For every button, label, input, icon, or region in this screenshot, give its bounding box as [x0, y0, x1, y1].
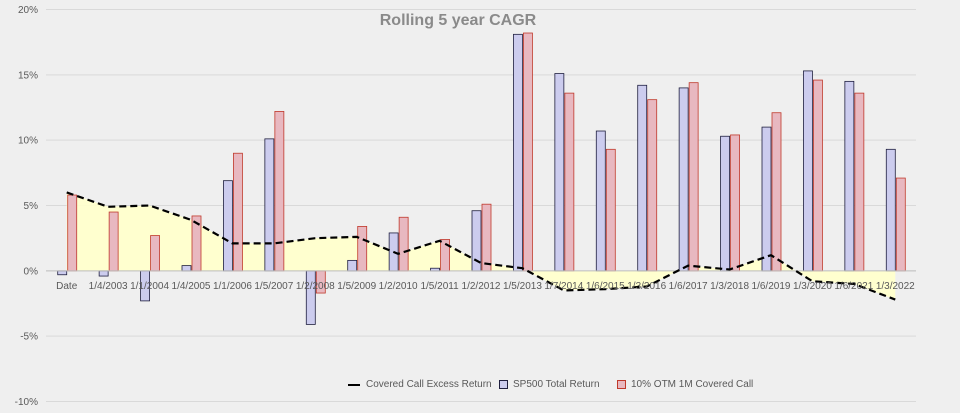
bar-covered-call	[605, 148, 616, 272]
bar-sp500	[803, 70, 813, 272]
x-tick-label: 1/3/2022	[876, 281, 915, 292]
x-tick-label: 1/5/2011	[420, 281, 459, 292]
legend-label-covered-call: 10% OTM 1M Covered Call	[631, 379, 754, 390]
x-tick-label: 1/1/2006	[213, 281, 252, 292]
legend-swatch-excess	[348, 383, 360, 386]
legend-item-covered-call[interactable]: 10% OTM 1M Covered Call	[617, 379, 753, 390]
y-tick-label: -10%	[15, 397, 38, 408]
bar-sp500	[554, 73, 565, 272]
legend-label-excess: Covered Call Excess Return	[366, 379, 492, 390]
bar-covered-call	[150, 235, 160, 272]
chart-title: Rolling 5 year CAGR	[379, 12, 537, 29]
bar-covered-call	[688, 82, 699, 272]
bar-covered-call	[357, 226, 368, 272]
bar-covered-call	[564, 92, 575, 272]
bar-sp500	[885, 148, 896, 272]
y-tick-label: 20%	[18, 5, 38, 16]
bar-covered-call	[895, 177, 906, 272]
x-tick-label: 1/4/2005	[172, 281, 211, 292]
legend: Covered Call Excess Return SP500 Total R…	[0, 379, 960, 395]
x-tick-label: 1/4/2003	[89, 281, 128, 292]
bar-sp500	[844, 80, 855, 272]
x-tick-label: 1/6/2021	[834, 281, 873, 292]
x-tick-label: 1/6/2017	[669, 281, 708, 292]
bar-covered-call	[730, 134, 740, 272]
x-tick-label: 1/5/2009	[337, 281, 376, 292]
x-tick-label: 1/3/2020	[793, 281, 832, 292]
x-tick-label: 1/5/2007	[254, 281, 293, 292]
bar-covered-call	[813, 79, 823, 272]
y-tick-label: 0%	[24, 266, 39, 277]
bar-sp500	[181, 265, 192, 272]
x-tick-label: Date	[56, 281, 78, 292]
bar-sp500	[347, 259, 358, 272]
x-tick-label: 1/3/2016	[627, 281, 666, 292]
bar-sp500	[513, 33, 523, 272]
bar-covered-call	[67, 194, 78, 272]
x-tick-label: 1/6/2015	[586, 281, 625, 292]
legend-swatch-covered-call	[617, 380, 626, 389]
y-tick-label: 10%	[18, 136, 38, 147]
x-tick-label: 1/2/2010	[379, 281, 418, 292]
bar-sp500	[305, 270, 316, 325]
legend-item-excess[interactable]: Covered Call Excess Return	[348, 379, 492, 390]
bar-sp500	[264, 138, 275, 272]
bar-covered-call	[854, 92, 865, 272]
bar-covered-call	[523, 32, 533, 272]
y-tick-label: 5%	[24, 201, 39, 212]
x-tick-label: 1/7/2014	[544, 281, 583, 292]
bar-sp500	[637, 84, 648, 272]
x-tick-label: 1/1/2004	[130, 281, 169, 292]
bar-sp500	[720, 135, 730, 272]
legend-swatch-sp500	[499, 380, 508, 389]
x-tick-label: 1/3/2018	[710, 281, 749, 292]
x-tick-label: 1/5/2013	[503, 281, 542, 292]
bar-covered-call	[274, 111, 285, 272]
bar-sp500	[57, 270, 68, 276]
bar-covered-call	[481, 203, 492, 272]
legend-label-sp500: SP500 Total Return	[513, 379, 600, 390]
bar-covered-call	[771, 112, 782, 272]
x-tick-label: 1/6/2019	[752, 281, 791, 292]
y-tick-label: 15%	[18, 70, 38, 81]
bar-sp500	[678, 87, 689, 272]
bar-sp500	[98, 270, 109, 277]
bar-sp500	[761, 126, 772, 272]
bar-sp500	[595, 130, 606, 272]
bar-sp500	[223, 180, 233, 272]
legend-item-sp500[interactable]: SP500 Total Return	[499, 379, 600, 390]
bar-covered-call	[108, 211, 119, 272]
excess-return-line	[66, 191, 896, 301]
y-tick-label: -5%	[20, 332, 38, 343]
bar-covered-call	[233, 152, 243, 272]
bar-covered-call	[398, 216, 409, 272]
x-tick-label: 1/2/2008	[296, 281, 335, 292]
bar-covered-call	[647, 99, 658, 272]
x-tick-label: 1/2/2012	[462, 281, 501, 292]
